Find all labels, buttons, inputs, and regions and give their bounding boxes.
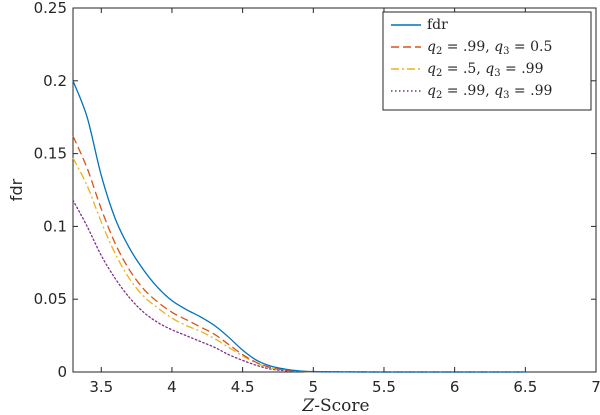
x-axis-label-suffix: -Score <box>314 396 369 415</box>
x-tick-label: 3.5 <box>89 378 113 396</box>
series-line-1 <box>72 135 526 373</box>
y-tick-label: 0.1 <box>43 217 67 235</box>
y-tick-label: 0.15 <box>34 145 67 163</box>
x-tick-label: 4.5 <box>231 378 255 396</box>
legend-label-3: q2 = .99, q3 = .99 <box>427 83 552 101</box>
x-tick-label: 7 <box>591 378 600 396</box>
legend-label-1: q2 = .99, q3 = 0.5 <box>427 39 552 57</box>
y-tick-label: 0.2 <box>43 72 67 90</box>
legend-label-0: fdr <box>427 17 448 33</box>
x-tick-label: 5.5 <box>372 378 396 396</box>
x-axis-label-variable: Z <box>301 396 315 415</box>
x-tick-label: 5 <box>309 378 319 396</box>
x-axis-label: Z-Score <box>301 396 369 415</box>
y-axis-ticks: 0 0.05 0.1 0.15 0.2 0.25 <box>34 0 596 381</box>
y-axis-label: fdr <box>7 178 26 201</box>
y-tick-label: 0.05 <box>34 290 67 308</box>
legend-box <box>382 11 592 111</box>
legend-label-2: q2 = .5, q3 = .99 <box>427 61 543 79</box>
x-tick-label: 4 <box>167 378 177 396</box>
x-tick-label: 6 <box>450 378 460 396</box>
x-axis-ticks: 3.5 4 4.5 5 5.5 6 6.5 7 <box>89 8 600 396</box>
x-tick-label: 6.5 <box>513 378 537 396</box>
legend: fdr q2 = .99, q3 = 0.5 q2 = .5, q3 = .99 q2… <box>382 11 592 111</box>
y-tick-label: 0.25 <box>34 0 67 17</box>
series-line-0 <box>72 80 526 373</box>
y-tick-label: 0 <box>57 363 67 381</box>
